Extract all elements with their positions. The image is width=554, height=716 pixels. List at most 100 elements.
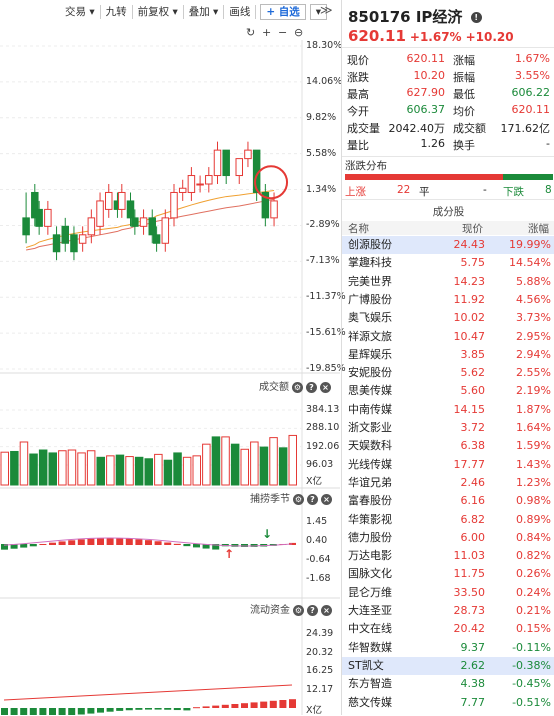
constituent-row[interactable]: 东方智造 4.38 -0.45% (342, 675, 554, 693)
stock-change-pct: -0.38% (512, 658, 551, 672)
constituent-row[interactable]: 创源股份 24.43 19.99% (342, 236, 554, 255)
candle (139, 217, 148, 227)
field-value: 1.67% (515, 52, 550, 65)
indicator2-bar (39, 708, 47, 715)
constituent-row[interactable]: 中文在线 20.42 0.15% (342, 620, 554, 638)
alert-icon[interactable]: ! (470, 12, 482, 23)
stock-change-pct: 1.59% (516, 439, 551, 453)
constituent-row[interactable]: 慈文传媒 7.77 -0.51% (342, 694, 554, 712)
constituent-row[interactable]: 光线传媒 17.77 1.43% (342, 456, 554, 474)
indicator1-bar (145, 540, 152, 545)
toolbar-item[interactable]: 交易 ▾ (65, 6, 95, 18)
toolbar-item[interactable]: 画线 (229, 6, 251, 18)
volume-bar (269, 437, 278, 486)
stock-name: 华智数媒 (348, 640, 392, 654)
constituent-row[interactable]: 安妮股份 5.62 2.55% (342, 364, 554, 382)
settings-icon[interactable]: ⚙ (292, 381, 303, 393)
indicator2-y-tick: 24.39 (306, 628, 334, 639)
kline-y-tick: -11.37% (306, 291, 346, 303)
add-watchlist-button[interactable]: + 自选 (260, 4, 306, 20)
constituent-row[interactable]: 天娱数科 6.38 1.59% (342, 437, 554, 455)
constituent-row[interactable]: 华智数媒 9.37 -0.11% (342, 639, 554, 657)
candle (31, 191, 39, 219)
stock-price: 10.47 (453, 329, 486, 343)
constituent-row[interactable]: 完美世界 14.23 5.88% (342, 273, 554, 291)
help-icon[interactable]: ? (307, 493, 318, 505)
constituent-row[interactable]: 奥飞娱乐 10.02 3.73% (342, 309, 554, 327)
kline-y-tick: 1.34% (306, 183, 337, 195)
constituent-row[interactable]: 中南传媒 14.15 1.87% (342, 401, 554, 419)
chart-area[interactable]: 交易 ▾ 九转 前复权 ▾ 叠加 ▾ 画线 + 自选 ▾ ≫ ↻ + − ⊖ ↑ ↓ 成交额 ⚙? × 捕… (0, 0, 346, 716)
stock-price: 17.77 (453, 457, 486, 471)
candle (131, 217, 139, 227)
constituent-row[interactable]: 富春股份 6.16 0.98% (342, 492, 554, 510)
stock-price: 11.03 (453, 549, 486, 563)
constituent-row[interactable]: ST凯文 2.62 -0.38% (342, 656, 554, 676)
help-icon[interactable]: ? (306, 381, 317, 393)
candle (96, 200, 104, 227)
stock-change-pct: 2.94% (516, 347, 551, 361)
candle (196, 183, 204, 186)
down-count: 8 (545, 184, 552, 196)
close-icon[interactable]: × (320, 381, 331, 393)
stock-name: 慈文传媒 (348, 695, 392, 709)
stock-price: 10.02 (453, 311, 486, 325)
constituent-row[interactable]: 祥源文旅 10.47 2.95% (342, 328, 554, 346)
indicator2-bar (250, 702, 258, 708)
index-price: 620.11 (348, 27, 406, 45)
constituent-row[interactable]: 华谊兄弟 2.46 1.23% (342, 474, 554, 492)
indicator1-bar (193, 544, 200, 548)
constituent-row[interactable]: 华策影视 6.82 0.89% (342, 511, 554, 529)
stock-price: 6.82 (460, 512, 486, 526)
constituent-row[interactable]: 大连圣亚 28.73 0.21% (342, 602, 554, 620)
candle (126, 200, 135, 219)
more-chevron-icon[interactable]: ≫ (320, 3, 333, 17)
candle (22, 217, 30, 236)
settings-icon: ⊖ (294, 26, 303, 39)
volume-bar (58, 450, 67, 486)
constituent-row[interactable]: 掌趣科技 5.75 14.54% (342, 254, 554, 272)
help-icon[interactable]: ? (307, 604, 318, 616)
field-value: 1.26 (420, 137, 446, 150)
stock-change-pct: -0.51% (512, 695, 551, 709)
constituent-row[interactable]: 昆仑万维 33.50 0.24% (342, 584, 554, 602)
toolbar-item[interactable]: 叠加 ▾ (188, 6, 219, 18)
constituent-row[interactable]: 德力股份 6.00 0.84% (342, 529, 554, 547)
settings-icon[interactable]: ⚙ (293, 493, 304, 505)
stock-price: 6.00 (460, 530, 486, 544)
watchlist-dropdown-button[interactable]: ▾ (309, 4, 328, 20)
stock-change-pct: 14.54% (509, 256, 551, 270)
close-icon[interactable]: × (321, 493, 332, 505)
field-value: 10.20 (413, 69, 446, 82)
constituent-row[interactable]: 星辉娱乐 3.85 2.94% (342, 346, 554, 364)
field-label: 涨跌 (347, 71, 369, 84)
constituent-row[interactable]: 万达电影 11.03 0.82% (342, 547, 554, 565)
candle (205, 175, 213, 185)
candle (105, 191, 113, 210)
stock-name: 中南传媒 (348, 402, 392, 416)
volume-bar (10, 450, 19, 486)
close-icon[interactable]: × (321, 604, 332, 616)
settings-icon[interactable]: ⚙ (293, 604, 304, 616)
constituent-row[interactable]: 思美传媒 5.60 2.19% (342, 382, 554, 400)
field-value: 2042.40万 (388, 122, 446, 135)
constituent-row[interactable]: 浙文影业 3.72 1.64% (342, 419, 554, 437)
indicator1-bar (58, 541, 66, 545)
stock-change-pct: 0.89% (516, 512, 551, 526)
constituent-row[interactable]: 广博股份 11.92 4.56% (342, 291, 554, 309)
down-label: 下跌 (503, 186, 524, 198)
stock-change-pct: 0.21% (516, 604, 551, 617)
stock-price: 14.15 (453, 402, 486, 416)
volume-bar (144, 458, 153, 486)
chart-canvas[interactable]: ↻ + − ⊖ ↑ ↓ (0, 0, 340, 715)
volume-bar (182, 456, 192, 486)
constituent-row[interactable]: 国脉文化 11.75 0.26% (342, 565, 554, 583)
toolbar-item[interactable]: 前复权 ▾ (137, 6, 178, 18)
flat-count: - (483, 184, 487, 196)
stock-price: 6.16 (460, 494, 486, 508)
indicator2-bar (20, 708, 28, 715)
kline-y-tick: -2.89% (306, 219, 340, 231)
stock-change-pct: 2.55% (516, 366, 551, 380)
toolbar-item[interactable]: 九转 (105, 6, 127, 18)
stock-change-pct: 4.56% (516, 292, 551, 306)
